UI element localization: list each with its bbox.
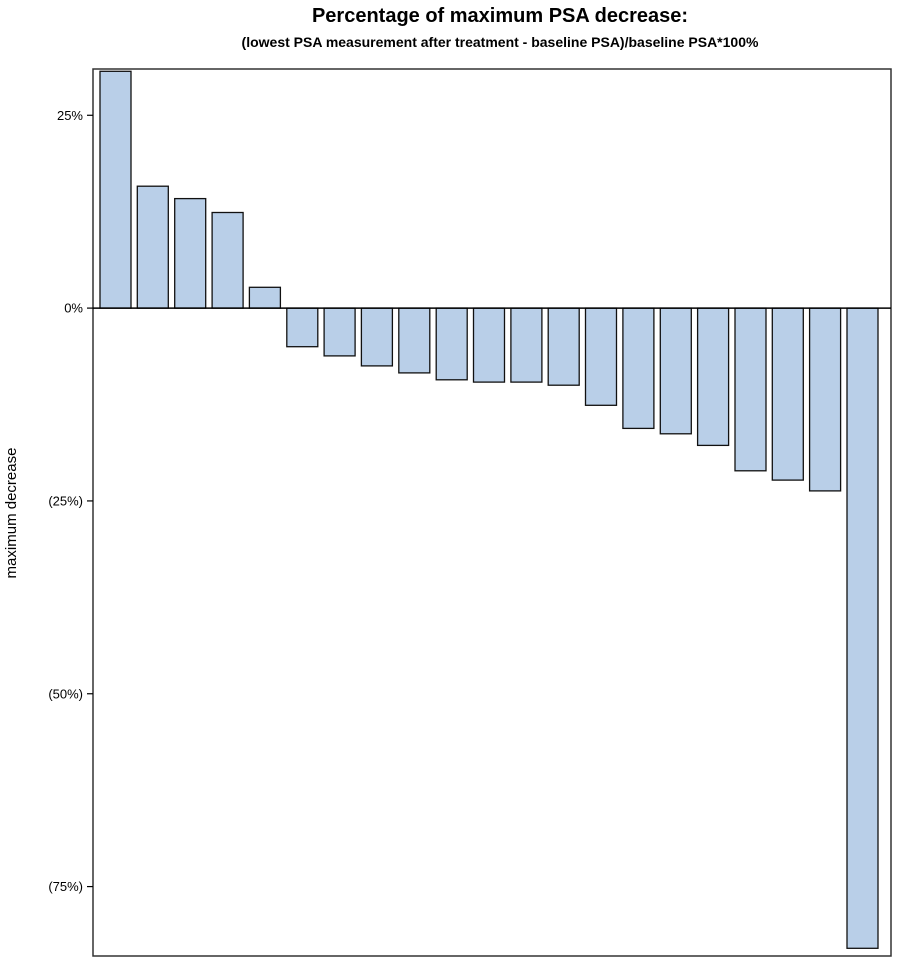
bar-1 [99,70,132,309]
bar-21 [846,307,879,949]
bar-8 [360,307,394,367]
y-tick-label: (50%) [48,686,83,701]
bars-group [99,70,879,949]
bar-9 [398,307,431,374]
bar-4 [211,211,244,309]
bar-12 [510,307,543,383]
chart-title: Percentage of maximum PSA decrease: [312,5,688,27]
y-tick-label: 25% [57,108,83,123]
bar-7 [323,307,356,357]
bar-5 [248,286,282,309]
bar-10 [435,307,468,381]
y-tick-label: (25%) [48,493,83,508]
bar-20 [808,307,842,492]
y-tick-label: 0% [64,301,83,316]
bar-14 [584,307,618,406]
bar-3 [174,197,207,309]
bar-17 [696,307,730,447]
y-axis-label: maximum decrease [3,448,20,579]
chart-subtitle: (lowest PSA measurement after treatment … [242,34,759,50]
bar-11 [472,307,506,383]
y-axis: 25% 0% (25%) (50%) (75%) [48,108,93,894]
bar-6 [286,307,319,348]
bar-19 [771,307,804,481]
bar-2 [136,185,169,309]
bar-15 [622,307,655,430]
bar-18 [734,307,767,472]
y-tick-label: (75%) [48,879,83,894]
plot-frame [92,68,892,957]
bar-16 [659,307,692,435]
bar-13 [547,307,580,386]
